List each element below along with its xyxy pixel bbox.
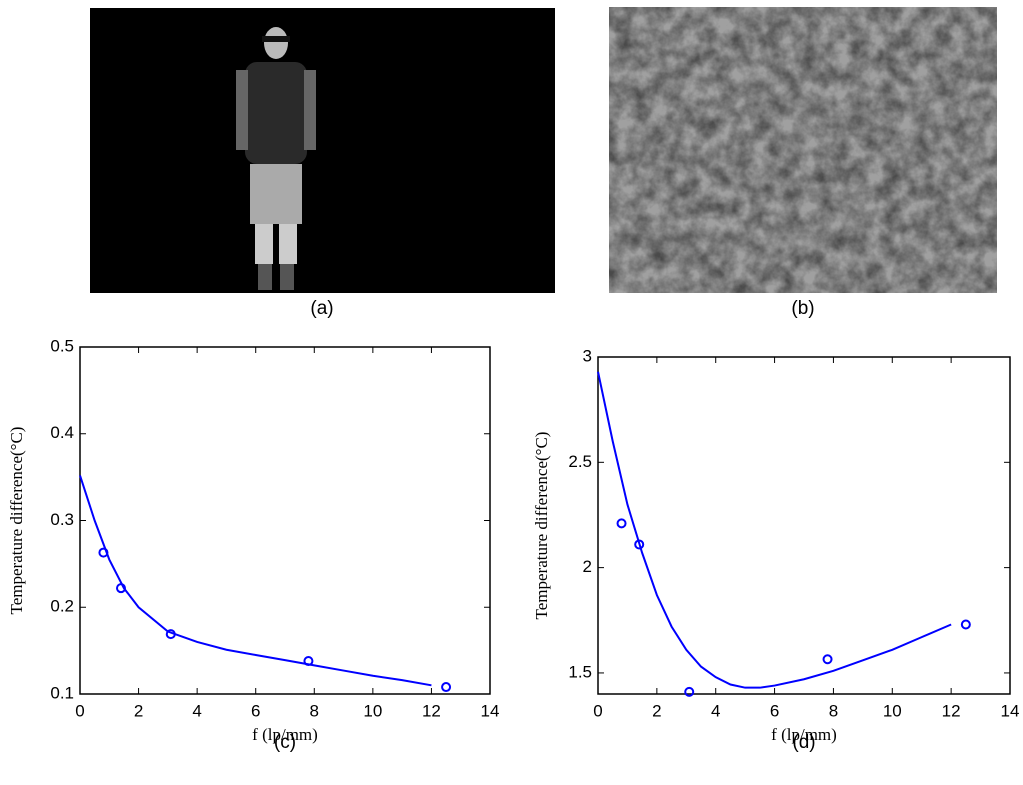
y-axis-label: Temperature difference(°C) [532,432,551,620]
data-point [822,654,833,665]
data-point [684,686,695,697]
x-tick-label: 0 [593,701,602,720]
y-tick-label: 0.1 [50,683,74,702]
plot-frame [597,356,1011,695]
x-tick-label: 12 [422,701,441,720]
y-tick-label: 2 [583,557,592,576]
x-axis-label: f (lp/mm) [771,725,837,744]
x-tick-label: 8 [310,701,319,720]
caption: (a) [310,298,333,319]
y-tick-label: 0.4 [50,423,74,442]
x-tick-label: 4 [711,701,720,720]
x-tick-label: 14 [481,701,500,720]
caption: (d) [792,732,815,753]
y-tick-label: 2.5 [568,452,592,471]
y-axis-label: Temperature difference(°C) [7,427,26,615]
x-tick-label: 12 [942,701,961,720]
x-tick-label: 6 [770,701,779,720]
y-tick-label: 3 [583,346,592,365]
data-point [616,518,627,529]
x-tick-label: 8 [829,701,838,720]
x-tick-label: 6 [251,701,260,720]
fit-curve [597,371,952,689]
caption: (b) [791,298,814,319]
y-tick-label: 1.5 [568,662,592,681]
x-tick-label: 4 [192,701,201,720]
fit-curve [79,475,432,687]
plot-frame [79,346,491,695]
y-tick-label: 0.2 [50,597,74,616]
caption: (c) [274,732,296,753]
image-b [609,7,997,293]
x-axis-label: f (lp/mm) [252,725,318,744]
x-tick-label: 2 [652,701,661,720]
data-point [441,682,452,693]
x-tick-label: 0 [75,701,84,720]
x-tick-label: 10 [883,701,902,720]
x-tick-label: 14 [1001,701,1020,720]
data-point [960,619,971,630]
image-a [90,8,555,293]
y-tick-label: 0.5 [50,336,74,355]
x-tick-label: 10 [363,701,382,720]
y-tick-label: 0.3 [50,510,74,529]
x-tick-label: 2 [134,701,143,720]
